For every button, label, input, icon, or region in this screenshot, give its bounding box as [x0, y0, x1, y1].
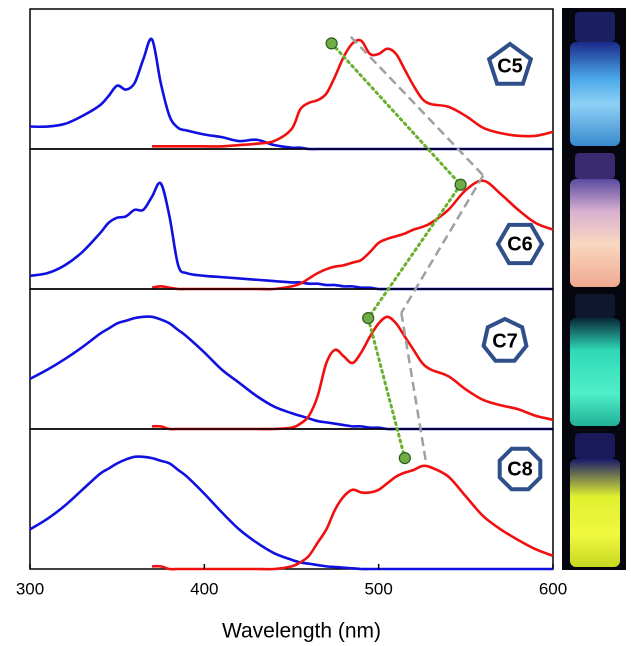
- spectrum-line: [152, 464, 554, 571]
- x-tick-label: 600: [539, 579, 567, 598]
- marker-dot: [362, 312, 375, 325]
- spectrum-line: [29, 37, 553, 151]
- dot-trend: [330, 41, 463, 187]
- peak-trend: [400, 174, 485, 314]
- label-badge: [497, 446, 543, 492]
- x-axis-label: Wavelength (nm): [222, 620, 381, 643]
- peak-trend: [349, 35, 485, 177]
- x-tick-label: 400: [190, 579, 218, 598]
- label-badge: [481, 316, 529, 363]
- compound-label: C5: [497, 55, 523, 77]
- spectrum-line: [29, 315, 553, 431]
- label-badge: [486, 41, 534, 86]
- marker-dot: [454, 178, 467, 191]
- compound-label: C7: [492, 330, 518, 352]
- spectrum-line: [29, 455, 553, 571]
- panel-frame: [29, 288, 554, 430]
- compound-label: C8: [507, 458, 533, 480]
- spectrum-line: [152, 38, 554, 148]
- marker-dot: [325, 37, 338, 50]
- panel-frame: [29, 148, 554, 290]
- x-tick-label: 500: [364, 579, 392, 598]
- x-tick-label: 300: [16, 579, 44, 598]
- vial-photos: [562, 8, 626, 570]
- label-badge: [495, 222, 545, 266]
- panel-frame: [29, 428, 554, 570]
- spectrum-line: [29, 181, 553, 291]
- marker-dot: [398, 452, 411, 465]
- peak-trend: [400, 312, 427, 461]
- compound-label: C6: [507, 233, 533, 255]
- spectrum-line: [151, 179, 554, 291]
- dot-trend: [366, 183, 463, 320]
- dot-trend: [366, 316, 407, 460]
